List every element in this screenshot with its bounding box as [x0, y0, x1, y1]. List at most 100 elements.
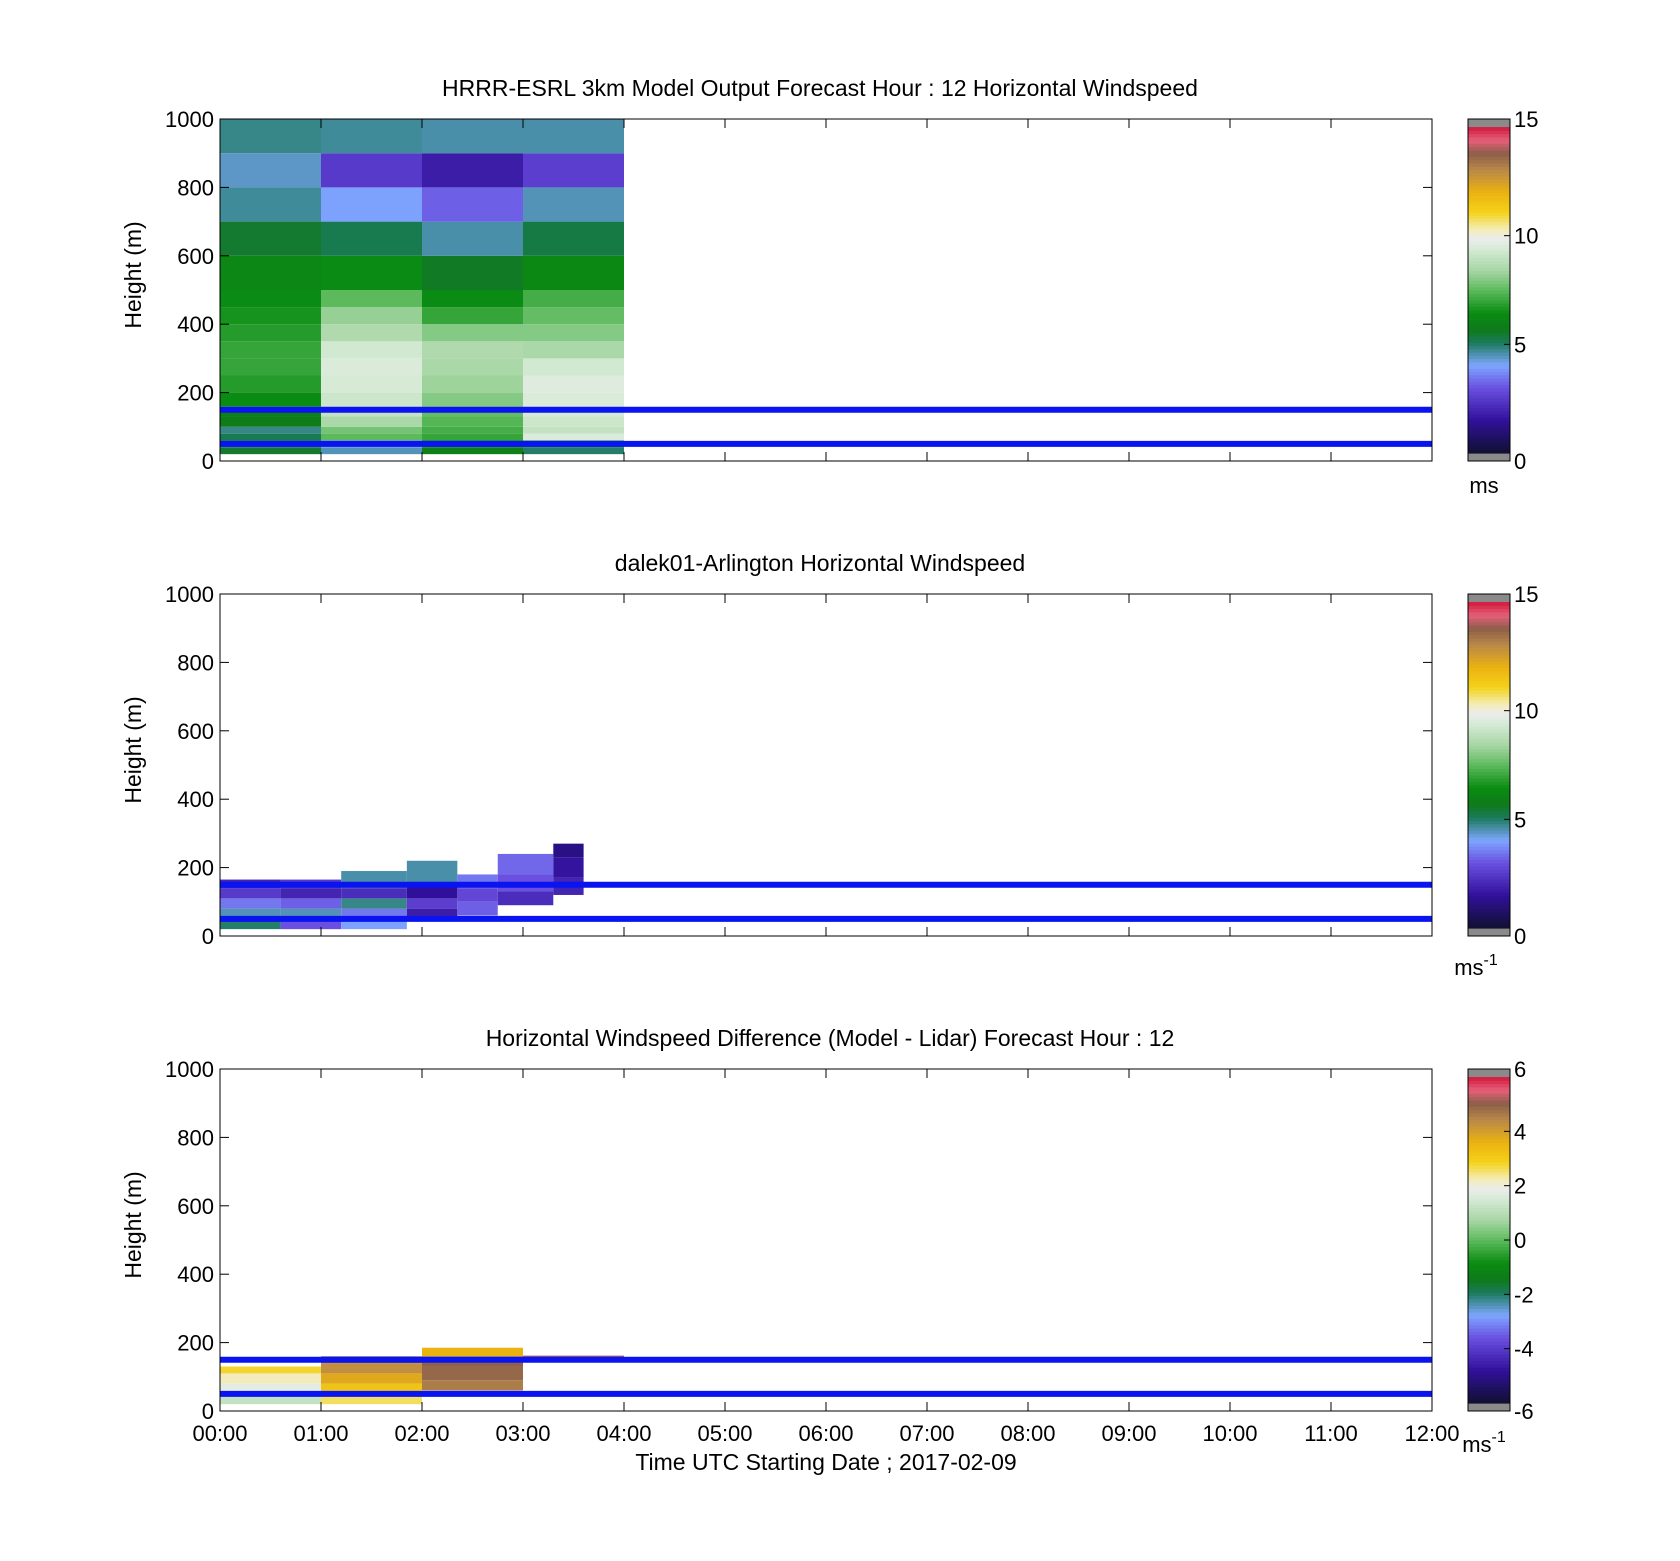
- colorbar-segment: [1468, 322, 1510, 327]
- colorbar-segment: [1468, 244, 1510, 249]
- colorbar-segment: [1468, 1295, 1510, 1300]
- colorbar-segment: [1468, 293, 1510, 298]
- colorbar-segment: [1468, 387, 1510, 392]
- colorbar-segment: [1468, 1119, 1510, 1124]
- heatmap-cell: [341, 918, 407, 930]
- colorbar-segment: [1468, 1194, 1510, 1199]
- heatmap-cell: [220, 1373, 321, 1384]
- colorbar-segment: [1468, 608, 1510, 613]
- heatmap-cell: [422, 290, 523, 308]
- colorbar-segment: [1468, 706, 1510, 711]
- colorbar-segment: [1468, 1230, 1510, 1235]
- colorbar-segment: [1468, 1305, 1510, 1310]
- colorbar-segment: [1468, 1272, 1510, 1277]
- colorbar-segment: [1468, 875, 1510, 880]
- colorbar-segment: [1468, 172, 1510, 177]
- colorbar-segment: [1468, 267, 1510, 272]
- colorbar-segment: [1468, 364, 1510, 369]
- colorbar-segment: [1468, 169, 1510, 174]
- heatmap-cell: [341, 888, 407, 899]
- colorbar-tick-label: 0: [1514, 449, 1526, 474]
- colorbar-segment: [1468, 853, 1510, 857]
- colorbar-segment: [1468, 316, 1510, 320]
- colorbar-segment: [1468, 257, 1510, 262]
- colorbar-segment: [1468, 810, 1510, 815]
- colorbar-segment: [1468, 621, 1510, 626]
- colorbar-segment: [1468, 1396, 1510, 1401]
- colorbar-segment: [1468, 149, 1510, 154]
- colorbar-segment: [1468, 1240, 1510, 1244]
- colorbar-segment: [1468, 660, 1510, 665]
- heatmap-cell: [406, 884, 458, 899]
- colorbar-segment: [1468, 1279, 1510, 1283]
- heatmap-cell: [321, 1363, 422, 1374]
- colorbar-segment: [1468, 391, 1510, 395]
- heatmap-cell: [422, 392, 523, 407]
- colorbar-segment: [1468, 127, 1510, 131]
- heatmap-cell: [220, 1366, 321, 1374]
- colorbar-segment: [1468, 1178, 1510, 1182]
- colorbar-segment: [1468, 676, 1510, 681]
- colorbar-segment: [1468, 781, 1510, 786]
- colorbar-segment: [1468, 195, 1510, 200]
- colorbar-segment: [1468, 1112, 1510, 1117]
- panel-title: HRRR-ESRL 3km Model Output Forecast Hour…: [442, 75, 1198, 101]
- colorbar-segment: [1468, 136, 1510, 141]
- colorbar-segment: [1468, 247, 1510, 252]
- colorbar-segment: [1468, 234, 1510, 239]
- colorbar-segment: [1468, 449, 1510, 454]
- colorbar-segment: [1468, 1184, 1510, 1189]
- colorbar-segment: [1468, 683, 1510, 688]
- colorbar: 0 5 10 15: [1467, 582, 1538, 949]
- colorbar-segment: [1468, 1301, 1510, 1306]
- colorbar-segment: [1468, 833, 1510, 838]
- colorbar-segment: [1468, 159, 1510, 164]
- colorbar-segment: [1468, 888, 1510, 893]
- colorbar-segment: [1468, 680, 1510, 685]
- heatmap-cell: [523, 358, 624, 376]
- x-tick-label: 02:00: [394, 1421, 449, 1446]
- colorbar-segment: [1468, 286, 1510, 291]
- colorbar-segment: [1468, 784, 1510, 789]
- colorbar-segment: [1468, 250, 1510, 255]
- y-tick-label: 0: [202, 924, 214, 949]
- colorbar-segment: [1468, 1282, 1510, 1287]
- colorbar-under-cap: [1468, 453, 1510, 461]
- heatmap-cell: [341, 898, 407, 909]
- colorbar-segment: [1468, 1324, 1510, 1329]
- colorbar-segment: [1468, 1174, 1510, 1179]
- colorbar-segment: [1468, 924, 1510, 929]
- heatmap-cell: [220, 375, 321, 393]
- colorbar-segment: [1468, 869, 1510, 874]
- colorbar-segment: [1468, 1171, 1510, 1176]
- heatmap-cell: [220, 187, 321, 222]
- colorbar-segment: [1468, 241, 1510, 245]
- colorbar-tick-label: 4: [1514, 1119, 1526, 1144]
- colorbar-segment: [1468, 615, 1510, 619]
- colorbar-tick-label: 5: [1514, 807, 1526, 832]
- colorbar-segment: [1468, 423, 1510, 428]
- colorbar-segment: [1468, 140, 1510, 144]
- y-tick-label: 400: [177, 1262, 214, 1287]
- colorbar-tick-label: 0: [1514, 924, 1526, 949]
- colorbar-segment: [1468, 1269, 1510, 1274]
- colorbar-segment: [1468, 1217, 1510, 1222]
- colorbar-segment: [1468, 690, 1510, 694]
- colorbar-segment: [1468, 358, 1510, 363]
- colorbar-segment: [1468, 133, 1510, 138]
- colorbar-tick-label: 5: [1514, 332, 1526, 357]
- colorbar-segment: [1468, 748, 1510, 753]
- colorbar-segment: [1468, 901, 1510, 906]
- colorbar-segment: [1468, 303, 1510, 307]
- colorbar-segment: [1468, 179, 1510, 184]
- heatmap-cell: [220, 1393, 321, 1405]
- heatmap-cell: [321, 290, 422, 308]
- colorbar-segment: [1468, 162, 1510, 167]
- colorbar-segment: [1468, 1347, 1510, 1352]
- colorbar-segment: [1468, 761, 1510, 766]
- colorbar-segment: [1468, 879, 1510, 883]
- y-tick-label: 400: [177, 787, 214, 812]
- colorbar-segment: [1468, 758, 1510, 763]
- x-ticks: [219, 594, 1433, 936]
